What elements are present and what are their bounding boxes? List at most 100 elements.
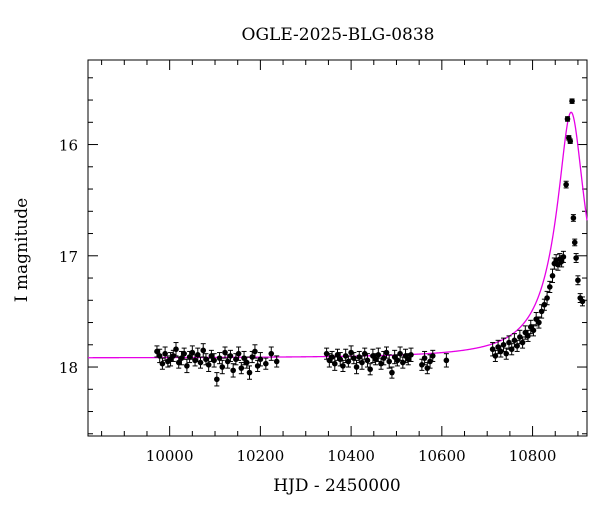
data-point: [372, 356, 379, 363]
data-point: [367, 366, 373, 373]
y-tick-label: 18: [59, 359, 78, 377]
data-point: [489, 346, 496, 353]
data-point: [405, 356, 412, 363]
data-point: [222, 349, 228, 356]
data-point: [514, 343, 520, 349]
data-point: [159, 360, 166, 367]
data-point: [181, 350, 187, 357]
data-point: [342, 353, 349, 359]
data-point: [337, 356, 344, 363]
data-point: [224, 358, 231, 365]
data-point: [208, 353, 215, 359]
model-curve: [88, 111, 588, 359]
y-axis-label: I magnitude: [12, 198, 32, 302]
data-point: [506, 339, 512, 346]
data-point: [359, 359, 365, 366]
data-point: [205, 362, 212, 368]
data-point: [427, 358, 433, 365]
data-point: [249, 354, 256, 360]
chart-title: OGLE-2025-BLG-0838: [242, 25, 435, 45]
data-point: [443, 357, 450, 364]
data-point: [419, 362, 425, 368]
data-point: [175, 359, 182, 366]
data-point: [348, 349, 354, 356]
data-point: [570, 215, 577, 221]
data-point: [184, 363, 190, 369]
data-point: [186, 354, 193, 360]
data-point: [573, 255, 579, 261]
data-point: [361, 350, 368, 357]
data-point: [549, 273, 556, 279]
data-point: [323, 350, 330, 357]
data-point: [235, 350, 242, 357]
data-point: [230, 367, 236, 374]
data-point: [383, 349, 390, 356]
data-point: [508, 346, 515, 353]
data-point: [154, 348, 160, 355]
data-point: [564, 116, 571, 122]
data-point: [525, 333, 531, 339]
data-point: [538, 308, 545, 315]
data-point: [227, 353, 234, 359]
data-point: [356, 354, 363, 360]
data-point: [408, 351, 414, 358]
x-tick-label: 10200: [237, 447, 285, 465]
data-point: [397, 350, 403, 357]
data-point: [194, 351, 201, 358]
data-point: [246, 369, 253, 376]
data-point: [429, 353, 436, 359]
data-point: [173, 346, 179, 353]
data-point: [571, 239, 578, 246]
data-point: [541, 301, 548, 308]
data-point: [530, 327, 537, 334]
data-point: [567, 138, 574, 145]
data-point: [233, 356, 239, 363]
data-point: [364, 357, 371, 364]
data-point: [170, 353, 177, 359]
data-point: [257, 356, 264, 363]
data-point: [517, 334, 523, 340]
data-point: [353, 364, 360, 370]
data-point: [380, 355, 387, 361]
data-point: [547, 284, 553, 290]
data-point: [273, 358, 280, 365]
data-point: [421, 355, 428, 361]
data-point: [216, 355, 223, 361]
x-tick-label: 10800: [509, 447, 557, 465]
data-point: [351, 355, 357, 361]
data-point: [197, 359, 204, 366]
data-point: [238, 365, 245, 371]
data-point: [563, 181, 569, 188]
data-point: [579, 298, 586, 305]
data-point: [378, 360, 384, 367]
data-point: [519, 339, 526, 346]
data-point: [192, 357, 198, 364]
data-point: [200, 347, 207, 354]
data-point: [243, 359, 250, 366]
data-point: [345, 358, 352, 365]
data-point: [544, 295, 550, 301]
data-point: [252, 348, 258, 355]
data-point: [156, 353, 163, 359]
data-point: [268, 350, 275, 357]
data-point: [569, 98, 575, 104]
x-tick-label: 10000: [146, 447, 194, 465]
data-point: [340, 363, 346, 369]
data-point: [536, 319, 542, 326]
data-point: [263, 360, 269, 367]
x-axis-label: HJD - 2450000: [273, 476, 401, 496]
data-point: [254, 363, 261, 369]
data-point: [575, 277, 581, 284]
data-point: [219, 364, 226, 370]
data-point: [400, 359, 406, 366]
data-point: [162, 350, 168, 357]
data-point: [329, 354, 335, 360]
x-tick-label: 10600: [418, 447, 466, 465]
data-point: [334, 351, 341, 358]
data-point: [498, 348, 504, 355]
x-tick-label: 10400: [327, 447, 375, 465]
data-point: [331, 360, 338, 367]
data-point: [394, 357, 401, 364]
